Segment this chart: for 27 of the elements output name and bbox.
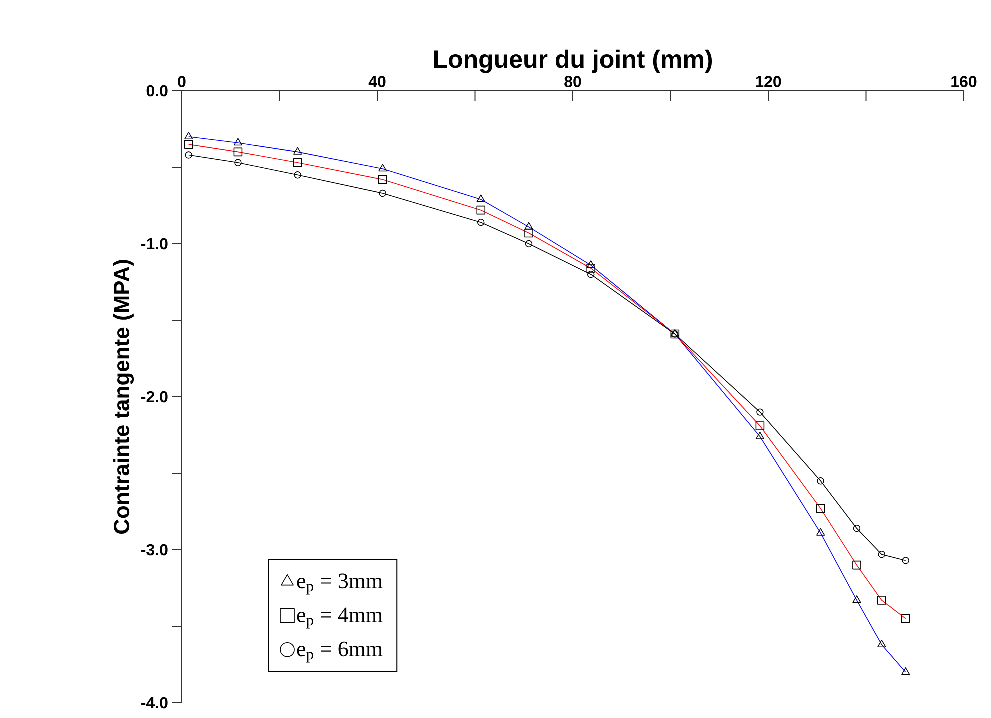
point — [587, 270, 595, 278]
x-tick-label: 0 — [178, 76, 186, 88]
point — [525, 240, 533, 248]
point — [294, 172, 302, 179]
y-tick-label: -2.0 — [142, 391, 168, 403]
point — [234, 159, 242, 167]
y-tick-label: -1.0 — [142, 238, 168, 250]
y-tick-label: -3.0 — [142, 544, 168, 556]
legend-label: e$_{p}$ = 6mm — [297, 642, 383, 663]
x-axis-title: Longueur du joint (mm) — [434, 50, 712, 74]
point — [756, 408, 764, 416]
point — [817, 478, 824, 485]
x-tick-label: 160 — [952, 76, 977, 88]
point — [878, 550, 886, 558]
y-tick-label: -4.0 — [142, 697, 168, 709]
x-tick-label: 120 — [756, 76, 782, 88]
x-tick-label: 80 — [564, 76, 582, 88]
point — [853, 524, 861, 532]
y-axis-title: Contrainte tangente (MPA) — [113, 260, 134, 534]
legend-label: e$_{p}$ = 4mm — [297, 608, 383, 629]
y-tick-label: 0.0 — [146, 85, 168, 97]
point — [185, 152, 192, 159]
point — [478, 218, 485, 226]
point — [379, 190, 386, 198]
point — [902, 557, 910, 564]
x-tick-label: 40 — [368, 76, 386, 88]
legend-label: e$_{p}$ = 3mm — [297, 574, 383, 595]
